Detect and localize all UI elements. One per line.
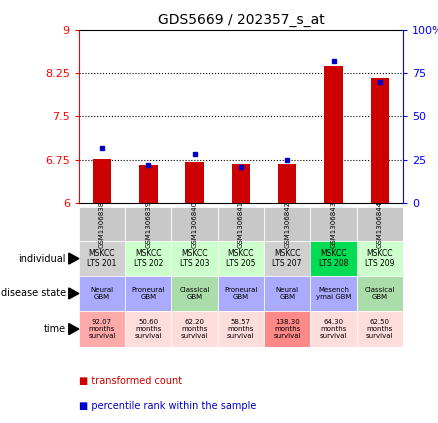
Bar <box>125 242 171 276</box>
Text: Classical
GBM: Classical GBM <box>364 287 395 300</box>
Bar <box>185 162 204 203</box>
Text: Classical
GBM: Classical GBM <box>180 287 210 300</box>
Bar <box>79 311 125 347</box>
Text: 92.07
months
survival: 92.07 months survival <box>88 319 116 339</box>
Text: Proneural
GBM: Proneural GBM <box>131 287 165 300</box>
Text: GSM1306843: GSM1306843 <box>331 201 336 248</box>
Text: MSKCC
LTS 209: MSKCC LTS 209 <box>365 249 395 268</box>
Text: 138.30
months
survival: 138.30 months survival <box>273 319 301 339</box>
Bar <box>278 164 297 203</box>
Bar <box>357 311 403 347</box>
Text: GSM1306841: GSM1306841 <box>238 201 244 248</box>
Text: Neural
GBM: Neural GBM <box>276 287 299 300</box>
Text: ■ percentile rank within the sample: ■ percentile rank within the sample <box>79 401 256 411</box>
Bar <box>311 242 357 276</box>
Bar <box>93 159 111 203</box>
Bar <box>171 276 218 311</box>
Text: ■ transformed count: ■ transformed count <box>79 376 182 386</box>
Bar <box>139 165 158 203</box>
Bar <box>311 207 357 242</box>
Bar <box>357 276 403 311</box>
Bar <box>311 276 357 311</box>
Bar <box>171 311 218 347</box>
Title: GDS5669 / 202357_s_at: GDS5669 / 202357_s_at <box>158 13 324 27</box>
Bar <box>171 207 218 242</box>
Bar <box>218 242 264 276</box>
Bar <box>125 276 171 311</box>
Text: MSKCC
LTS 207: MSKCC LTS 207 <box>272 249 302 268</box>
Text: individual: individual <box>18 253 66 264</box>
Text: Mesench
ymal GBM: Mesench ymal GBM <box>316 287 351 300</box>
Bar <box>218 311 264 347</box>
Text: GSM1306844: GSM1306844 <box>377 201 383 248</box>
Bar <box>218 276 264 311</box>
Text: GSM1306839: GSM1306839 <box>145 201 151 248</box>
Text: MSKCC
LTS 205: MSKCC LTS 205 <box>226 249 256 268</box>
Bar <box>324 66 343 203</box>
Bar <box>357 207 403 242</box>
Text: GSM1306838: GSM1306838 <box>99 201 105 248</box>
Bar <box>125 311 171 347</box>
Text: MSKCC
LTS 201: MSKCC LTS 201 <box>87 249 117 268</box>
Polygon shape <box>69 253 79 264</box>
Bar <box>218 207 264 242</box>
Bar <box>311 311 357 347</box>
Bar <box>264 207 311 242</box>
Polygon shape <box>69 288 79 299</box>
Bar <box>79 242 125 276</box>
Bar <box>357 242 403 276</box>
Bar <box>79 207 125 242</box>
Text: 62.50
months
survival: 62.50 months survival <box>366 319 394 339</box>
Text: GSM1306840: GSM1306840 <box>191 201 198 248</box>
Bar <box>79 276 125 311</box>
Text: 58.57
months
survival: 58.57 months survival <box>227 319 254 339</box>
Bar <box>264 311 311 347</box>
Text: Proneural
GBM: Proneural GBM <box>224 287 258 300</box>
Bar <box>264 242 311 276</box>
Text: 64.30
months
survival: 64.30 months survival <box>320 319 347 339</box>
Bar <box>125 207 171 242</box>
Polygon shape <box>69 324 79 335</box>
Bar <box>264 276 311 311</box>
Text: Neural
GBM: Neural GBM <box>90 287 113 300</box>
Text: 62.20
months
survival: 62.20 months survival <box>181 319 208 339</box>
Text: GSM1306842: GSM1306842 <box>284 201 290 248</box>
Text: disease state: disease state <box>0 288 66 299</box>
Bar <box>232 164 250 203</box>
Bar <box>171 242 218 276</box>
Bar <box>371 77 389 203</box>
Text: time: time <box>43 324 66 334</box>
Text: MSKCC
LTS 203: MSKCC LTS 203 <box>180 249 209 268</box>
Text: MSKCC
LTS 208: MSKCC LTS 208 <box>319 249 348 268</box>
Text: MSKCC
LTS 202: MSKCC LTS 202 <box>134 249 163 268</box>
Text: 50.60
months
survival: 50.60 months survival <box>134 319 162 339</box>
